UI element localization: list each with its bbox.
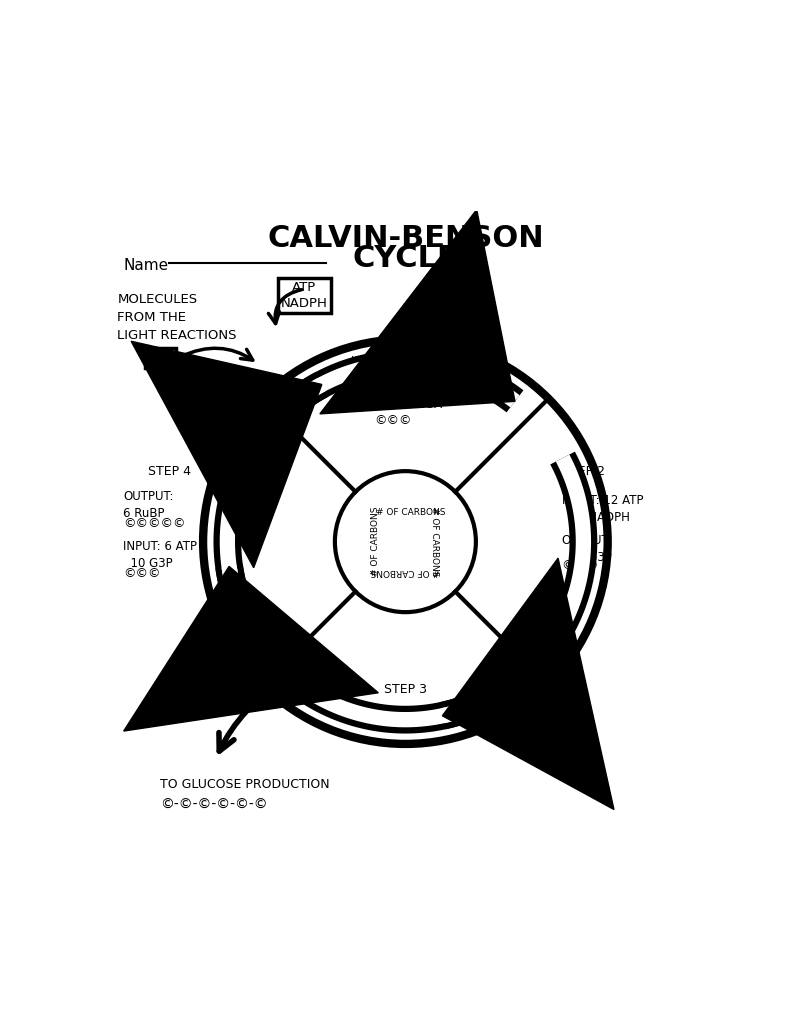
Text: OUTPUT: 12 PGA: OUTPUT: 12 PGA [345, 397, 441, 411]
Text: INPUT: 12 ATP
  12 NADPH: INPUT: 12 ATP 12 NADPH [562, 494, 643, 524]
Polygon shape [131, 341, 322, 567]
Polygon shape [320, 210, 515, 414]
Polygon shape [123, 566, 378, 731]
Text: # OF CARBONS: # OF CARBONS [430, 507, 440, 577]
Text: OUTPUT:
  2 G3P: OUTPUT: 2 G3P [288, 663, 339, 693]
Text: ATP: ATP [148, 351, 172, 365]
Text: ©©©: ©©© [374, 414, 412, 427]
Text: INPUT: 6 CO₂ + 6 RuBP: INPUT: 6 CO₂ + 6 RuBP [350, 354, 485, 368]
Text: # OF CARBONS: # OF CARBONS [371, 566, 440, 575]
Text: STEP 2: STEP 2 [562, 465, 604, 477]
Text: MOLECULES
FROM THE
LIGHT REACTIONS: MOLECULES FROM THE LIGHT REACTIONS [117, 293, 237, 342]
Text: ©©©©©: ©©©©© [417, 376, 479, 389]
Text: ©©©©©: ©©©©© [123, 517, 186, 530]
Text: OUTPUT:
6 RuBP: OUTPUT: 6 RuBP [123, 489, 174, 519]
Text: ATP
NADPH: ATP NADPH [281, 282, 327, 310]
Text: STEP 4: STEP 4 [148, 465, 191, 477]
Text: Name: Name [123, 258, 168, 273]
Text: # OF CARBONS: # OF CARBONS [371, 507, 380, 577]
Text: ©: © [344, 373, 357, 386]
Text: ©©©: ©©© [295, 684, 332, 697]
Text: OUTPUT:
  12 G3P: OUTPUT: 12 G3P [562, 535, 612, 564]
Text: ©-©-©-©-©-©: ©-©-©-©-©-© [161, 798, 268, 812]
Polygon shape [442, 558, 614, 810]
Text: INPUT: 6 ATP
  10 G3P: INPUT: 6 ATP 10 G3P [123, 541, 198, 570]
Text: ©©©: ©©© [562, 559, 600, 571]
Text: # OF CARBONS: # OF CARBONS [376, 508, 445, 516]
Text: STEP 1 - CARBON
     FIXATION: STEP 1 - CARBON FIXATION [391, 327, 500, 357]
Text: STEP 3: STEP 3 [384, 683, 427, 696]
Text: CYCLE: CYCLE [353, 245, 458, 273]
Text: TO GLUCOSE PRODUCTION: TO GLUCOSE PRODUCTION [161, 777, 330, 791]
Text: ©©©: ©©© [123, 567, 161, 581]
Text: CALVIN-BENSON: CALVIN-BENSON [267, 224, 543, 253]
